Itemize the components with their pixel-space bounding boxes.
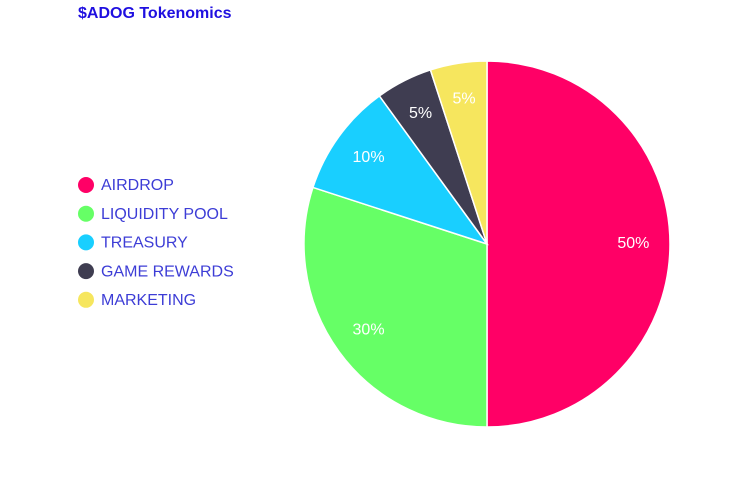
- legend-label: GAME REWARDS: [101, 263, 234, 280]
- pie-slice: [303, 186, 488, 428]
- pie-slice: [429, 60, 488, 245]
- legend-label: MARKETING: [101, 292, 196, 309]
- slice-label: 30%: [353, 321, 385, 338]
- legend-marker: [78, 263, 94, 280]
- pie-slice: [486, 60, 671, 428]
- pie-slice: [312, 94, 489, 246]
- legend-label: AIRDROP: [101, 177, 174, 194]
- legend-label: LIQUIDITY POOL: [101, 206, 228, 223]
- legend-label: TREASURY: [101, 235, 188, 252]
- slice-label: 5%: [453, 91, 476, 108]
- chart-title: $ADOG Tokenomics: [78, 5, 232, 22]
- slice-label: 50%: [617, 235, 649, 252]
- legend-marker: [78, 234, 94, 251]
- slice-label: 5%: [409, 105, 432, 122]
- legend-marker: [78, 205, 94, 222]
- slice-label: 10%: [353, 149, 385, 166]
- legend-marker: [78, 177, 94, 193]
- legend-marker: [78, 291, 94, 308]
